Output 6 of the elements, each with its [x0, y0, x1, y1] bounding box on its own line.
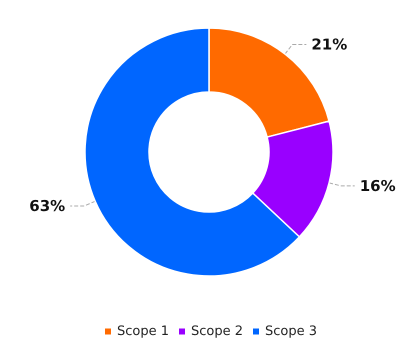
legend-label: Scope 2	[190, 324, 244, 339]
data-label: 63%	[29, 197, 66, 216]
data-label: 21%	[311, 36, 348, 54]
legend-label: Scope 3	[265, 324, 318, 339]
legend-label: Scope 1	[116, 324, 170, 339]
data-label: 16%	[360, 176, 396, 195]
